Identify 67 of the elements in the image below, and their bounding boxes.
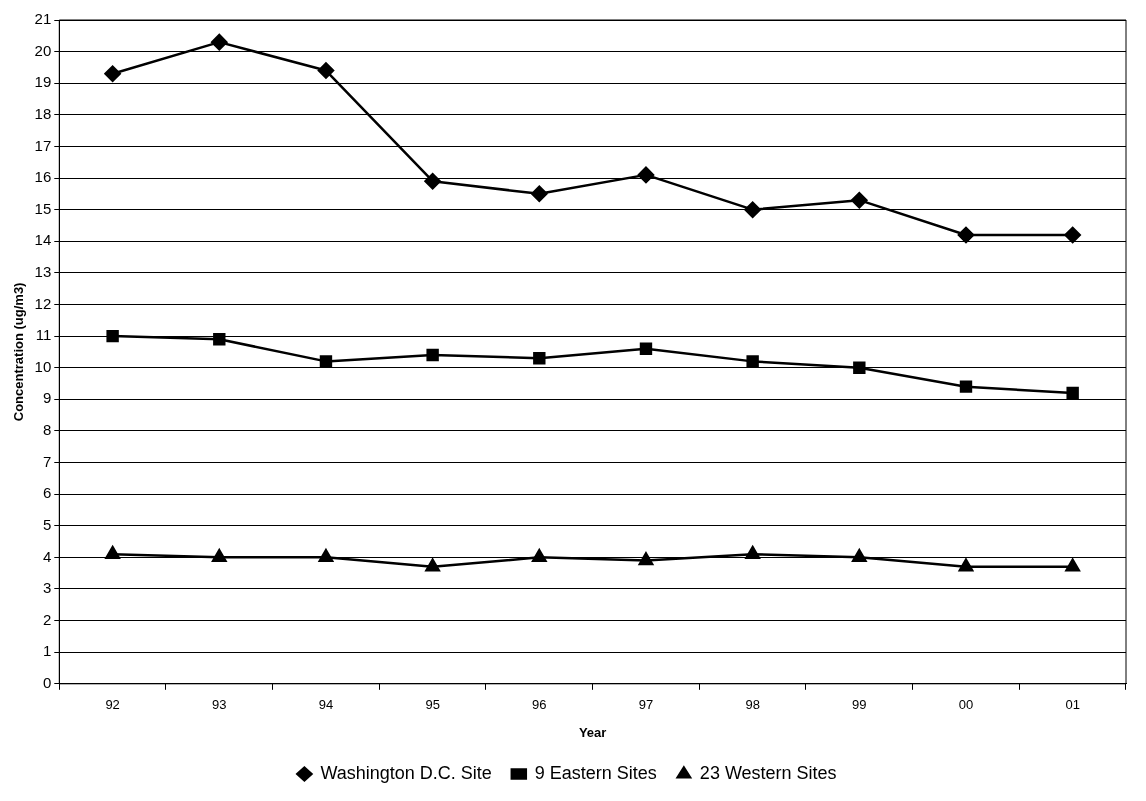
point <box>959 380 973 393</box>
point <box>211 33 228 51</box>
point <box>531 185 548 203</box>
x-tick-label: 96 <box>532 697 547 713</box>
y-tick-label: 2 <box>42 610 52 628</box>
y-tick-label: 11 <box>35 326 52 344</box>
point <box>211 549 227 563</box>
point <box>851 191 868 209</box>
point <box>744 201 761 218</box>
y-tick-label: 17 <box>34 136 52 154</box>
x-axis-title: Year <box>578 724 607 740</box>
y-tick-label: 20 <box>34 41 52 59</box>
point <box>318 549 334 563</box>
point <box>104 65 121 82</box>
y-tick-label: 5 <box>42 515 52 533</box>
y-tick-label: 6 <box>42 484 52 502</box>
point <box>533 352 546 365</box>
y-tick-label: 3 <box>42 579 52 597</box>
point <box>425 558 440 572</box>
y-tick-label: 18 <box>34 104 52 122</box>
point <box>317 62 335 79</box>
y-tick-label: 21 <box>34 10 52 28</box>
point <box>957 226 975 244</box>
point <box>1064 226 1081 244</box>
point <box>958 558 974 572</box>
y-tick-label: 15 <box>34 199 52 217</box>
point <box>638 552 654 566</box>
y-tick-label: 8 <box>42 421 52 439</box>
y-tick-label: 12 <box>34 294 52 312</box>
x-tick-label: 99 <box>852 697 867 713</box>
point <box>745 545 760 559</box>
x-tick-label: 01 <box>1065 697 1080 713</box>
y-tick-label: 19 <box>34 73 52 91</box>
point <box>424 172 441 190</box>
point <box>639 342 653 355</box>
x-tick-label: 95 <box>425 697 440 713</box>
y-tick-label: 14 <box>34 231 52 249</box>
point <box>853 361 866 374</box>
legend-label: 23 Western Sites <box>699 762 837 783</box>
point <box>1065 558 1080 572</box>
y-tick-label: 0 <box>42 673 52 691</box>
x-tick-label: 93 <box>212 697 227 713</box>
point <box>319 355 333 368</box>
point <box>213 333 226 346</box>
point <box>531 549 547 563</box>
y-tick-label: 9 <box>42 389 52 407</box>
y-tick-label: 7 <box>42 452 52 470</box>
legend-label: Washington D.C. Site <box>320 762 492 783</box>
y-tick-label: 13 <box>34 263 52 281</box>
point <box>426 348 439 362</box>
x-tick-label: 92 <box>105 697 120 713</box>
x-tick-label: 97 <box>638 697 654 713</box>
point <box>105 545 120 559</box>
point <box>1066 386 1079 400</box>
point <box>637 166 655 184</box>
x-tick-label: 94 <box>318 697 334 713</box>
y-tick-label: 4 <box>42 547 52 565</box>
point <box>746 355 759 368</box>
x-tick-label: 00 <box>958 697 974 713</box>
y-tick-label: 1 <box>42 642 52 660</box>
y-tick-label: 10 <box>34 357 52 375</box>
x-tick-label: 98 <box>745 697 760 713</box>
point <box>106 329 119 343</box>
point <box>852 549 867 563</box>
y-axis-title: Concentration (ug/m3) <box>11 282 27 422</box>
legend-label: 9 Eastern Sites <box>534 762 657 783</box>
y-tick-label: 16 <box>34 168 52 186</box>
